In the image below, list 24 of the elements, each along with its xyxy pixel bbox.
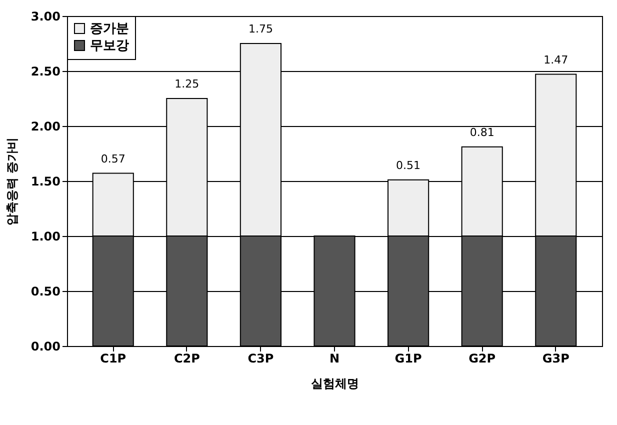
x-tick-label: N <box>329 352 340 366</box>
x-tick-label: C2P <box>174 352 200 366</box>
data-label: 1.47 <box>544 53 568 66</box>
legend-label: 무보강 <box>90 38 129 54</box>
y-tick-label: 2.00 <box>30 120 60 134</box>
y-tick-label: 1.00 <box>30 230 60 244</box>
x-tick-label: C3P <box>248 352 274 366</box>
y-tick-label: 0.50 <box>30 284 60 298</box>
data-label: 1.25 <box>174 78 200 90</box>
data-label: 1.75 <box>248 22 273 36</box>
x-tick-label: G2P <box>468 352 496 366</box>
y-axis-title: 압축응력 증가비 <box>4 137 19 226</box>
x-tick-label: C1P <box>100 352 126 366</box>
legend-label: 증가분 <box>90 22 129 36</box>
x-axis-title: 실험체명 <box>311 376 359 390</box>
data-label: 0.51 <box>396 158 421 172</box>
data-label: 0.81 <box>470 126 494 139</box>
y-tick-label: 3.00 <box>30 10 60 24</box>
x-tick-label: G1P <box>394 352 422 366</box>
y-tick-label: 2.50 <box>30 64 60 78</box>
y-tick-label: 1.50 <box>30 174 60 188</box>
y-tick-label: 0.00 <box>30 340 60 354</box>
x-tick-label: G3P <box>542 352 570 366</box>
data-label: 0.57 <box>100 152 126 166</box>
